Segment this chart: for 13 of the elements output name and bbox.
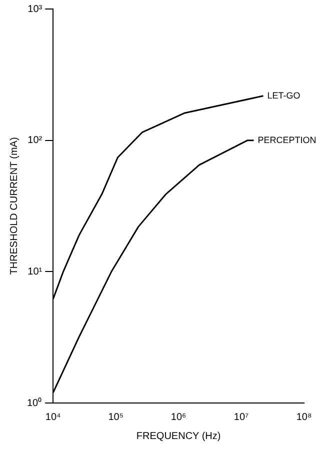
y-tick-label: 10² [28,135,43,146]
x-tick-label: 10⁴ [45,412,61,423]
x-tick-label: 10⁵ [108,412,124,423]
y-axis-title: THRESHOLD CURRENT (mA) [8,137,20,275]
series-label: LET-GO [267,90,300,100]
x-axis-title: FREQUENCY (Hz) [136,430,221,442]
y-tick-label: 10¹ [28,266,43,278]
x-tick-label: 10⁸ [296,412,312,423]
y-tick-label: 10⁰ [27,396,42,409]
x-tick-label: 10⁶ [170,412,186,423]
series-label: PERCEPTION [258,134,316,145]
y-tick-label: 10³ [28,4,43,15]
x-tick-label: 10⁷ [234,412,250,423]
